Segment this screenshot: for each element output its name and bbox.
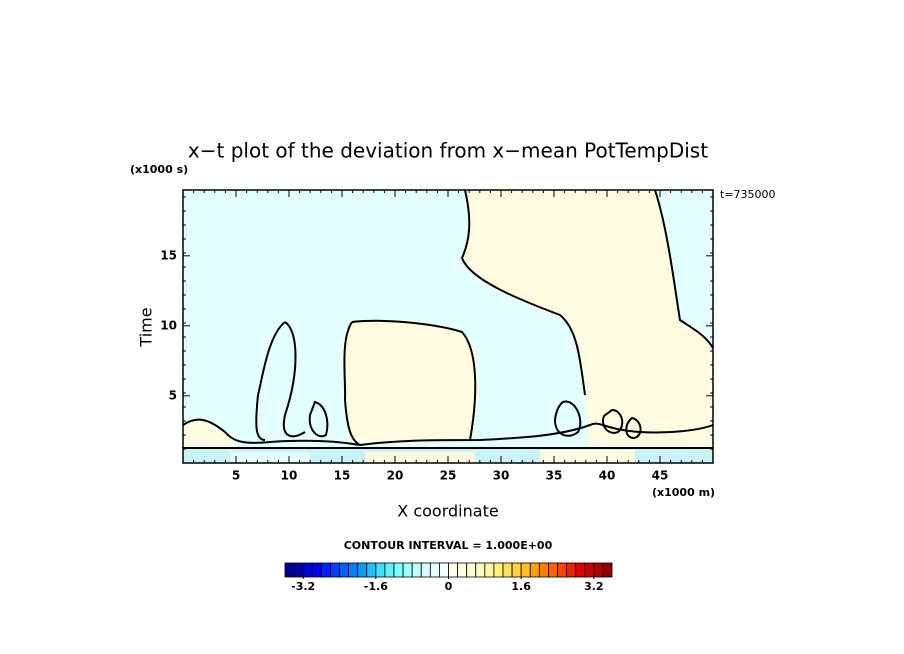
contour-lines	[182, 189, 714, 449]
colorbar-box	[348, 562, 359, 578]
x-tick-label: 20	[387, 469, 404, 483]
colorbar-box	[311, 562, 322, 578]
colorbar-box	[466, 562, 477, 578]
colorbar-box	[320, 562, 331, 578]
colorbar-box	[402, 562, 413, 578]
colorbar-box	[339, 562, 349, 578]
contour-line	[308, 400, 329, 438]
colorbar-box	[411, 562, 422, 578]
region	[183, 416, 236, 448]
chart-title: x−t plot of the deviation from x−mean Po…	[188, 139, 708, 163]
y-tick-label: 10	[160, 318, 177, 332]
colorbar-box	[493, 562, 504, 578]
contour-line	[343, 319, 477, 446]
colorbar-box	[366, 562, 377, 578]
x-unit: (x1000 m)	[652, 486, 715, 499]
colorbar-box	[420, 562, 431, 578]
colorbar-box	[284, 562, 295, 578]
colorbar-tick-label: -1.6	[364, 580, 388, 593]
colorbar-box	[384, 562, 395, 578]
colorbar-box	[475, 562, 486, 578]
region	[365, 452, 475, 463]
colorbar-box	[511, 562, 522, 578]
y-tick-label: 5	[169, 388, 177, 402]
x-tick-label: 30	[493, 469, 510, 483]
contour-line	[654, 189, 714, 349]
colorbar-box	[302, 562, 313, 578]
colorbar-box	[584, 562, 595, 578]
y-tick-label: 15	[160, 248, 177, 262]
x-tick-label: 5	[232, 469, 240, 483]
x-tick-label: 35	[546, 469, 563, 483]
region	[340, 320, 478, 445]
colorbar-tick-label: 0	[445, 580, 453, 593]
colorbar-box	[529, 562, 540, 578]
colorbar-tick-label: 3.2	[584, 580, 604, 593]
colorbar-box	[602, 562, 613, 578]
colorbar-box	[330, 562, 340, 578]
colorbar-box	[375, 562, 386, 578]
region	[540, 450, 635, 463]
contour-line	[602, 408, 642, 440]
x-tick-label: 45	[652, 469, 669, 483]
colorbar-box	[484, 562, 495, 578]
x-axis-label: X coordinate	[397, 502, 498, 521]
contour-line	[460, 189, 586, 396]
x-tick-label: 10	[281, 469, 298, 483]
colorbar-tick-label: -3.2	[291, 580, 315, 593]
region	[462, 190, 713, 448]
colorbar-box	[293, 562, 304, 578]
colorbar-box	[548, 562, 558, 578]
colorbar-box	[566, 562, 577, 578]
contour-fill	[183, 190, 713, 463]
colorbar-box	[457, 562, 468, 578]
colorbar-box	[575, 562, 586, 578]
contour-line	[255, 321, 306, 441]
colorbar-box	[557, 562, 567, 578]
x-tick-label: 25	[440, 469, 457, 483]
colorbar-box	[448, 562, 458, 578]
colorbar-box	[593, 562, 604, 578]
time-label: t=735000	[720, 188, 776, 201]
contour-line	[553, 400, 582, 437]
colorbar-box	[502, 562, 513, 578]
x-tick-label: 40	[599, 469, 616, 483]
colorbar-box	[393, 562, 404, 578]
y-unit: (x1000 s)	[130, 163, 188, 176]
y-axis-label: Time	[137, 307, 156, 347]
colorbar-box	[538, 562, 549, 578]
contour-interval: CONTOUR INTERVAL = 1.000E+00	[344, 539, 553, 552]
colorbar-box	[357, 562, 368, 578]
colorbar-box	[520, 562, 531, 578]
region	[230, 452, 310, 462]
colorbar-box	[439, 562, 449, 578]
colorbar-box	[429, 562, 440, 578]
x-tick-label: 15	[334, 469, 351, 483]
colorbar-tick-label: 1.6	[511, 580, 531, 593]
